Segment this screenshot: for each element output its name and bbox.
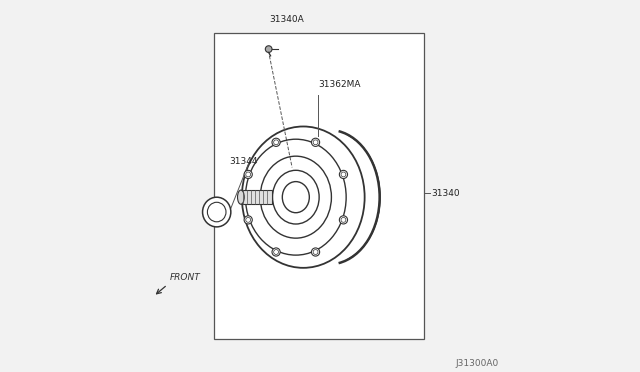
Text: 31340: 31340 xyxy=(431,189,460,198)
Ellipse shape xyxy=(274,250,278,254)
Ellipse shape xyxy=(312,138,319,147)
Ellipse shape xyxy=(312,248,319,256)
Bar xyxy=(241,190,273,204)
Ellipse shape xyxy=(237,190,244,204)
Ellipse shape xyxy=(207,202,226,222)
Ellipse shape xyxy=(341,172,346,177)
Ellipse shape xyxy=(272,248,280,256)
Ellipse shape xyxy=(244,216,252,224)
Ellipse shape xyxy=(242,126,365,268)
Ellipse shape xyxy=(274,140,278,145)
Ellipse shape xyxy=(246,172,251,177)
Ellipse shape xyxy=(339,170,348,179)
Text: J31300A0: J31300A0 xyxy=(455,359,499,368)
Ellipse shape xyxy=(244,170,252,179)
Ellipse shape xyxy=(246,218,251,222)
Text: 31362MA: 31362MA xyxy=(318,80,361,89)
Ellipse shape xyxy=(202,197,231,227)
Circle shape xyxy=(266,46,272,52)
Ellipse shape xyxy=(313,140,318,145)
Text: 31340A: 31340A xyxy=(270,15,305,24)
Ellipse shape xyxy=(272,138,280,147)
Ellipse shape xyxy=(341,218,346,222)
Bar xyxy=(214,33,424,339)
Text: FRONT: FRONT xyxy=(170,273,200,282)
Ellipse shape xyxy=(339,216,348,224)
Text: 31344: 31344 xyxy=(229,157,257,166)
Ellipse shape xyxy=(313,250,318,254)
